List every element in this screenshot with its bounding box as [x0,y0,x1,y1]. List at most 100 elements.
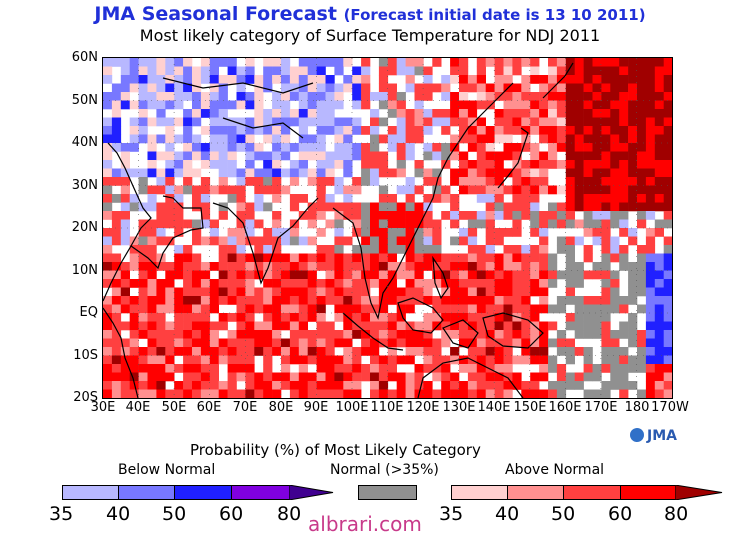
grid-cell [663,347,672,356]
grid-cell [476,253,486,263]
grid-cell [174,287,184,297]
grid-cell [601,168,611,178]
grid-cell [174,66,184,76]
grid-cell [183,321,193,331]
grid-cell [289,253,300,263]
grid-cell [459,117,469,127]
grid-cell [378,219,389,229]
grid-cell [245,143,255,152]
grid-cell [628,355,638,365]
grid-cell [316,177,326,186]
grid-cell [147,58,157,67]
grid-cell [218,355,228,365]
grid-cell [174,194,184,203]
grid-cell [289,143,300,152]
grid-cell [316,185,326,195]
grid-cell [441,92,451,101]
grid-cell [192,389,202,398]
grid-cell [183,287,193,297]
grid-cell [254,151,264,161]
above-tick-35: 35 [439,503,464,525]
grid-cell [619,194,629,203]
grid-cell [637,304,647,314]
grid-cell [334,211,344,220]
x-tick-140e: 140E [477,400,511,415]
grid-cell [200,381,211,390]
grid-cell [610,151,620,161]
grid-cell [601,270,611,280]
grid-cell [619,126,629,135]
grid-cell [539,245,549,254]
grid-cell [307,338,317,348]
grid-cell [637,211,647,220]
grid-cell [370,304,380,314]
grid-cell [263,381,273,390]
grid-cell [574,117,584,127]
grid-cell [147,228,157,237]
grid-cell [218,347,228,356]
grid-cell [512,219,522,229]
grid-cell [245,168,255,178]
grid-cell [645,389,656,398]
grid-cell [325,372,335,382]
grid-cell [450,58,460,67]
below-35-40-swatch [62,485,119,500]
grid-cell [405,287,415,297]
grid-cell [387,100,397,110]
grid-cell [565,296,575,305]
grid-cell [111,92,122,101]
grid-cell [200,330,211,339]
grid-cell [325,347,335,356]
grid-cell [334,219,344,229]
grid-cell [227,381,237,390]
grid-cell [459,126,469,135]
grid-cell [556,134,567,144]
grid-cell [298,75,308,84]
grid-cell [467,338,478,348]
grid-cell [645,321,656,331]
grid-cell [637,355,647,365]
grid-cell [245,389,255,398]
grid-cell [156,313,166,322]
grid-cell [147,355,157,365]
grid-cell [548,202,558,212]
grid-cell [334,134,344,144]
grid-cell [343,279,353,288]
grid-cell [601,253,611,263]
grid-cell [628,228,638,237]
grid-cell [263,134,273,144]
grid-cell [548,126,558,135]
grid-cell [129,355,139,365]
grid-cell [361,304,371,314]
grid-cell [378,92,389,101]
grid-cell [583,92,593,101]
grid-cell [663,211,672,220]
grid-cell [200,92,211,101]
grid-cell [111,253,122,263]
grid-cell [503,296,513,305]
grid-cell [378,330,389,339]
grid-cell [556,109,567,118]
grid-cell [325,109,335,118]
grid-cell [610,304,620,314]
grid-cell [601,160,611,169]
grid-cell [476,143,486,152]
grid-cell [610,83,620,93]
grid-cell [209,92,219,101]
grid-cell [103,160,113,169]
grid-cell [601,92,611,101]
grid-cell [423,117,433,127]
grid-cell [539,100,549,110]
grid-cell [565,143,575,152]
grid-cell [663,83,672,93]
grid-cell [423,245,433,254]
grid-cell [254,236,264,246]
grid-cell [227,236,237,246]
grid-cell [111,347,122,356]
grid-cell [485,168,495,178]
grid-cell [459,177,469,186]
grid-cell [218,296,228,305]
grid-cell [556,381,567,390]
grid-cell [601,296,611,305]
grid-cell [316,279,326,288]
